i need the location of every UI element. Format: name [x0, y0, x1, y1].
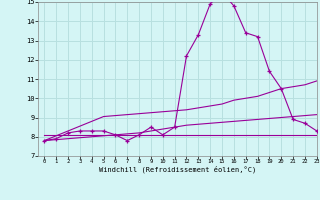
X-axis label: Windchill (Refroidissement éolien,°C): Windchill (Refroidissement éolien,°C) — [99, 166, 256, 173]
